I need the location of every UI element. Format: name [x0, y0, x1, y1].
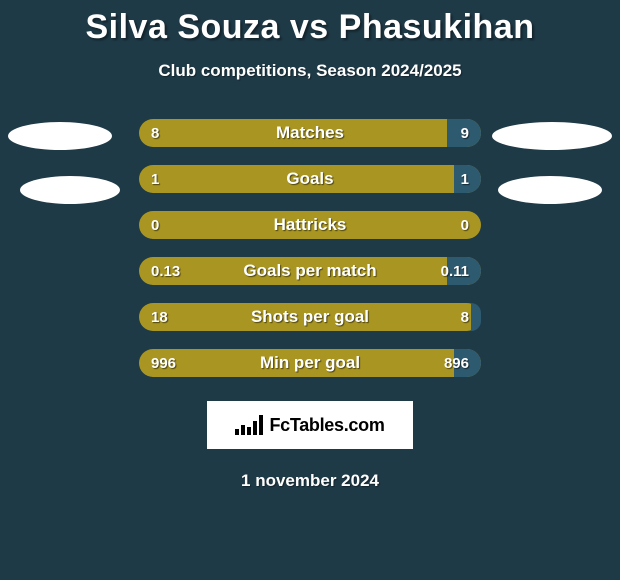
- chart-icon: [235, 415, 263, 435]
- side-ellipse: [498, 176, 602, 204]
- stat-label: Goals per match: [139, 257, 481, 285]
- stat-label: Matches: [139, 119, 481, 147]
- stat-row: 996Min per goal896: [139, 349, 481, 377]
- stats-container: 8Matches91Goals10Hattricks00.13Goals per…: [0, 119, 620, 377]
- stat-value-right: 0: [461, 211, 469, 239]
- stat-label: Shots per goal: [139, 303, 481, 331]
- stat-label: Min per goal: [139, 349, 481, 377]
- stat-value-right: 896: [444, 349, 469, 377]
- stat-value-right: 9: [461, 119, 469, 147]
- stat-label: Goals: [139, 165, 481, 193]
- footer-date: 1 november 2024: [0, 471, 620, 491]
- side-ellipse: [492, 122, 612, 150]
- stat-row: 0Hattricks0: [139, 211, 481, 239]
- stat-row: 0.13Goals per match0.11: [139, 257, 481, 285]
- stat-label: Hattricks: [139, 211, 481, 239]
- stat-row: 1Goals1: [139, 165, 481, 193]
- subtitle: Club competitions, Season 2024/2025: [0, 61, 620, 81]
- brand-badge: FcTables.com: [207, 401, 413, 449]
- stat-value-right: 0.11: [441, 257, 469, 285]
- page-title: Silva Souza vs Phasukihan: [0, 0, 620, 47]
- stat-value-right: 1: [461, 165, 469, 193]
- side-ellipse: [8, 122, 112, 150]
- stat-value-right: 8: [461, 303, 469, 331]
- side-ellipse: [20, 176, 120, 204]
- stat-row: 8Matches9: [139, 119, 481, 147]
- brand-text: FcTables.com: [269, 415, 384, 436]
- stat-row: 18Shots per goal8: [139, 303, 481, 331]
